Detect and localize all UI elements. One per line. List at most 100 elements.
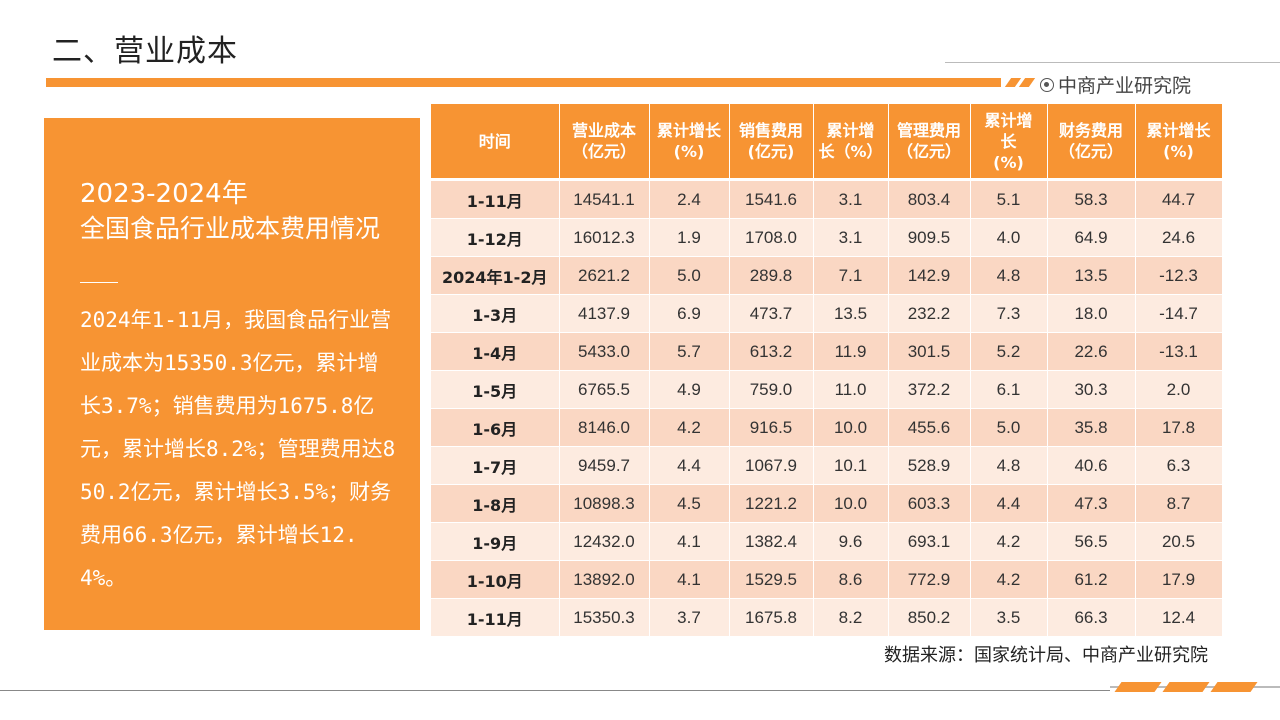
header-period: 时间 xyxy=(431,104,560,181)
cell-sales: 1382.4 xyxy=(729,522,814,561)
cell-period: 1-9月 xyxy=(431,522,560,561)
cell-period: 1-5月 xyxy=(431,370,560,409)
table-row: 1-4月 5433.0 5.7 613.2 11.9 301.5 5.2 22.6 -13.1 xyxy=(431,332,1223,371)
cell-finance: 30.3 xyxy=(1047,370,1136,409)
cell-cost-growth: 4.2 xyxy=(649,408,730,447)
cell-period: 1-4月 xyxy=(431,332,560,371)
cell-finance-growth: 2.0 xyxy=(1135,370,1223,409)
cell-mgmt-growth: 4.2 xyxy=(970,522,1048,561)
cell-period: 1-12月 xyxy=(431,218,560,257)
cell-finance: 47.3 xyxy=(1047,484,1136,523)
cell-finance-growth: -14.7 xyxy=(1135,294,1223,333)
cell-mgmt: 142.9 xyxy=(888,256,971,295)
footer-line xyxy=(0,690,1110,691)
cell-mgmt: 803.4 xyxy=(888,179,971,219)
header-finance-growth: 累计增长 (%) xyxy=(1135,104,1223,181)
header-cost-growth: 累计增长 (%) xyxy=(649,104,730,181)
header-mgmt-growth: 累计增 长 (%) xyxy=(970,104,1048,181)
summary-panel: 2023-2024年 全国食品行业成本费用情况 2024年1-11月，我国食品行… xyxy=(44,118,420,630)
cell-sales-growth: 7.1 xyxy=(813,256,889,295)
page-title: 二、营业成本 xyxy=(52,34,238,69)
header-sales-growth: 累计增 长（%） xyxy=(813,104,889,181)
cell-sales-growth: 3.1 xyxy=(813,179,889,219)
cell-mgmt: 909.5 xyxy=(888,218,971,257)
cell-cost: 9459.7 xyxy=(559,446,650,485)
cell-period: 1-8月 xyxy=(431,484,560,523)
cell-sales: 1221.2 xyxy=(729,484,814,523)
cell-mgmt-growth: 7.3 xyxy=(970,294,1048,333)
cell-cost-growth: 4.1 xyxy=(649,522,730,561)
cell-cost: 4137.9 xyxy=(559,294,650,333)
cell-cost: 8146.0 xyxy=(559,408,650,447)
table-row: 1-11月 15350.3 3.7 1675.8 8.2 850.2 3.5 66.3 12.4 xyxy=(431,598,1223,637)
cell-finance: 58.3 xyxy=(1047,179,1136,219)
cell-cost-growth: 2.4 xyxy=(649,179,730,219)
cell-mgmt: 232.2 xyxy=(888,294,971,333)
cell-mgmt-growth: 4.8 xyxy=(970,446,1048,485)
cell-sales-growth: 13.5 xyxy=(813,294,889,333)
cell-sales: 613.2 xyxy=(729,332,814,371)
table-header-row: 时间 营业成本 （亿元） 累计增长 (%) 销售费用 (亿元) 累计增 长（%）… xyxy=(431,104,1223,181)
source-note: 数据来源：国家统计局、中商产业研究院 xyxy=(884,645,1208,666)
panel-body-text: 2024年1-11月，我国食品行业营业成本为15350.3亿元，累计增长3.7%… xyxy=(80,308,396,590)
cell-cost-growth: 3.7 xyxy=(649,598,730,637)
header-stripes xyxy=(1004,78,1036,87)
cost-expense-table: 时间 营业成本 （亿元） 累计增长 (%) 销售费用 (亿元) 累计增 长（%）… xyxy=(431,104,1223,637)
cell-finance: 66.3 xyxy=(1047,598,1136,637)
table-row: 1-12月 16012.3 1.9 1708.0 3.1 909.5 4.0 64.9 24.6 xyxy=(431,218,1223,257)
cell-finance-growth: 6.3 xyxy=(1135,446,1223,485)
cell-cost: 13892.0 xyxy=(559,560,650,599)
cell-sales: 916.5 xyxy=(729,408,814,447)
cell-finance: 56.5 xyxy=(1047,522,1136,561)
table-row: 2024年1-2月 2621.2 5.0 289.8 7.1 142.9 4.8 13.5 -1… xyxy=(431,256,1223,295)
cell-mgmt-growth: 5.0 xyxy=(970,408,1048,447)
cell-cost: 14541.1 xyxy=(559,179,650,219)
cell-mgmt: 693.1 xyxy=(888,522,971,561)
cell-sales-growth: 10.0 xyxy=(813,408,889,447)
cell-finance: 18.0 xyxy=(1047,294,1136,333)
table-row: 1-7月 9459.7 4.4 1067.9 10.1 528.9 4.8 40.6 6.3 xyxy=(431,446,1223,485)
cell-period: 1-10月 xyxy=(431,560,560,599)
cell-finance: 22.6 xyxy=(1047,332,1136,371)
cell-sales: 1067.9 xyxy=(729,446,814,485)
cell-sales-growth: 11.0 xyxy=(813,370,889,409)
brand-logo: 中商产业研究院 xyxy=(1040,71,1191,98)
cell-finance-growth: -12.3 xyxy=(1135,256,1223,295)
cell-finance-growth: 24.6 xyxy=(1135,218,1223,257)
cell-mgmt-growth: 4.2 xyxy=(970,560,1048,599)
cell-cost-growth: 1.9 xyxy=(649,218,730,257)
cell-period: 1-11月 xyxy=(431,179,560,219)
header-sales: 销售费用 (亿元) xyxy=(729,104,814,181)
table-row: 1-11月 14541.1 2.4 1541.6 3.1 803.4 5.1 58.3 44.7 xyxy=(431,179,1223,219)
cell-cost: 6765.5 xyxy=(559,370,650,409)
cell-period: 2024年1-2月 xyxy=(431,256,560,295)
cell-finance: 13.5 xyxy=(1047,256,1136,295)
cell-sales-growth: 3.1 xyxy=(813,218,889,257)
cell-cost: 2621.2 xyxy=(559,256,650,295)
table-row: 1-8月 10898.3 4.5 1221.2 10.0 603.3 4.4 47.3 8.7 xyxy=(431,484,1223,523)
cell-mgmt: 301.5 xyxy=(888,332,971,371)
cell-period: 1-3月 xyxy=(431,294,560,333)
cell-cost-growth: 4.5 xyxy=(649,484,730,523)
panel-divider xyxy=(80,282,118,283)
cell-period: 1-7月 xyxy=(431,446,560,485)
cell-sales: 1675.8 xyxy=(729,598,814,637)
table-row: 1-10月 13892.0 4.1 1529.5 8.6 772.9 4.2 61.2 17.9 xyxy=(431,560,1223,599)
cell-period: 1-11月 xyxy=(431,598,560,637)
cell-sales: 289.8 xyxy=(729,256,814,295)
header-cost: 营业成本 （亿元） xyxy=(559,104,650,181)
cell-cost: 12432.0 xyxy=(559,522,650,561)
cell-sales-growth: 11.9 xyxy=(813,332,889,371)
cell-period: 1-6月 xyxy=(431,408,560,447)
cell-sales: 1708.0 xyxy=(729,218,814,257)
cell-finance-growth: -13.1 xyxy=(1135,332,1223,371)
cell-cost: 5433.0 xyxy=(559,332,650,371)
cell-cost-growth: 5.0 xyxy=(649,256,730,295)
header-thin-line xyxy=(945,62,1280,63)
target-circle-icon xyxy=(1040,77,1054,92)
cell-mgmt: 850.2 xyxy=(888,598,971,637)
cell-sales-growth: 8.2 xyxy=(813,598,889,637)
cell-mgmt-growth: 5.1 xyxy=(970,179,1048,219)
cell-finance: 61.2 xyxy=(1047,560,1136,599)
table-row: 1-6月 8146.0 4.2 916.5 10.0 455.6 5.0 35.8 17.8 xyxy=(431,408,1223,447)
